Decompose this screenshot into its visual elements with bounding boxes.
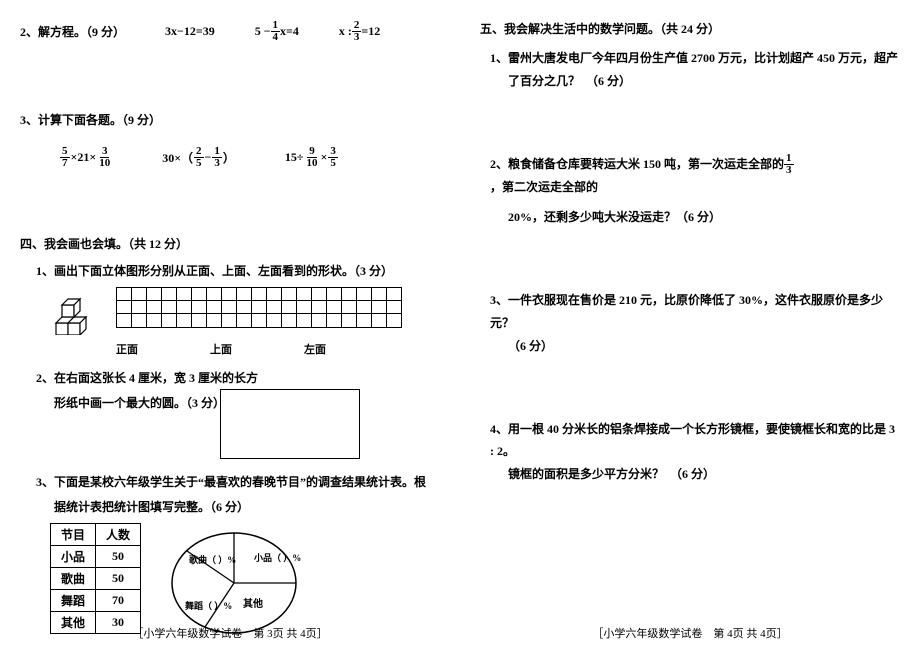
- answer-grid: [116, 287, 402, 328]
- frac: 13: [212, 146, 222, 169]
- label-top: 上面: [210, 341, 232, 357]
- frac-d: 10: [304, 158, 319, 169]
- sec4-s2a: 2、在右面这张长 4 厘米，宽 3 厘米的长方: [36, 369, 440, 386]
- td: 50: [96, 546, 141, 568]
- mid: −: [205, 150, 212, 165]
- frac-d: 4: [271, 32, 281, 43]
- label-front: 正面: [116, 341, 138, 357]
- page-left: 2、解方程。（9 分） 3x−12=39 5 − 14 x=4 x : 23 =…: [0, 0, 460, 651]
- grid-labels: 正面 上面 左面: [116, 341, 440, 357]
- th: 人数: [96, 524, 141, 546]
- q2-eq2-pre: 5 −: [255, 24, 271, 39]
- q2-eq2: 5 − 14 x=4: [255, 20, 299, 43]
- frac: 35: [328, 146, 338, 169]
- frac: 25: [194, 146, 204, 169]
- sec4-heading: 四、我会画也会填。（共 12 分）: [20, 235, 440, 252]
- frac-d: 5: [194, 158, 204, 169]
- table-row: 歌曲50: [51, 568, 141, 590]
- pie-qita-text: 其他: [243, 597, 263, 610]
- r-q3b: （6 分）: [508, 335, 900, 358]
- q2-eq3-frac: 23: [352, 20, 362, 43]
- table-row: 节目人数: [51, 524, 141, 546]
- r-q2-frac: 13: [784, 153, 794, 176]
- r-q4: 4、用一根 40 分米长的铝条焊接成一个长方形镜框，要使镜框长和宽的比是 3 :…: [490, 418, 900, 486]
- r-q1b: 了百分之几？ （6 分）: [508, 70, 900, 93]
- pre: 30×（: [162, 149, 193, 166]
- r-q4b: 镜框的面积是多少平方分米？ （6 分）: [508, 463, 900, 486]
- r-q3: 3、一件衣服现在售价是 210 元，比原价降低了 30%，这件衣服原价是多少元？…: [490, 289, 900, 357]
- q2-eq2-frac: 14: [271, 20, 281, 43]
- td: 小品: [51, 546, 96, 568]
- td: 歌曲: [51, 568, 96, 590]
- sec4-s3a: 3、下面是某校六年级学生关于“最喜欢的春晚节目”的调查结果统计表。根: [36, 473, 440, 490]
- pie-xiaopin-text: 小品（ ）%: [253, 552, 301, 563]
- data-table: 节目人数 小品50 歌曲50 舞蹈70 其他30: [50, 523, 141, 634]
- q3-e3: 15÷ 910 × 35: [285, 146, 338, 169]
- label-left: 左面: [304, 341, 326, 357]
- cubes-icon: [50, 287, 102, 335]
- q2-title: 2、解方程。（9 分）: [20, 23, 125, 40]
- pie-gequ-text: 歌曲（ ）%: [189, 554, 236, 565]
- q2-eq1: 3x−12=39: [165, 24, 215, 39]
- frac-d: 3: [212, 158, 222, 169]
- table-row: 小品50: [51, 546, 141, 568]
- frac-n: 1: [784, 153, 794, 165]
- frac-d: 5: [328, 158, 338, 169]
- sec4-s1: 1、画出下面立体图形分别从正面、上面、左面看到的形状。（3 分）: [36, 262, 440, 279]
- q3-title: 3、计算下面各题。（9 分）: [20, 111, 440, 128]
- sec4-s2b: 形纸中画一个最大的圆。（3 分）: [54, 394, 440, 411]
- frac-d: 3: [352, 32, 362, 43]
- q3-e1: 57 ×21× 310: [60, 146, 112, 169]
- post: ）: [223, 149, 235, 166]
- q2-eq3: x : 23 =12: [339, 20, 380, 43]
- q2-eq3-pre: x :: [339, 24, 352, 39]
- r-q4a: 4、用一根 40 分米长的铝条焊接成一个长方形镜框，要使镜框长和宽的比是 3 :…: [490, 418, 900, 464]
- pre: 15÷: [285, 150, 304, 165]
- r-q2a-pre: 2、粮食储备仓库要转运大米 150 吨，第一次运走全部的: [490, 153, 784, 176]
- frac: 57: [60, 146, 70, 169]
- footer-left: ［小学六年级数学试卷 第 3页 共 4页］: [0, 625, 460, 641]
- r-q1a: 1、雷州大唐发电厂今年四月份生产值 2700 万元，比计划超产 450 万元，超…: [490, 47, 900, 70]
- mid: ×: [320, 150, 327, 165]
- r-q2: 2、粮食储备仓库要转运大米 150 吨，第一次运走全部的 13 ，第二次运走全部…: [490, 153, 900, 230]
- td: 舞蹈: [51, 590, 96, 612]
- frac: 910: [304, 146, 319, 169]
- td: 50: [96, 568, 141, 590]
- q3-e2: 30×（ 25 − 13 ）: [162, 146, 235, 169]
- mid: ×21×: [71, 150, 97, 165]
- q2-eq2-post: x=4: [280, 24, 299, 39]
- th: 节目: [51, 524, 96, 546]
- q3-eqrow: 57 ×21× 310 30×（ 25 − 13 ） 15÷ 910 × 35: [60, 146, 440, 169]
- frac: 310: [97, 146, 112, 169]
- r-q2b: 20%，还剩多少吨大米没运走？（6 分）: [508, 206, 900, 229]
- pie-wudao-text: 舞蹈（ ）%: [185, 600, 232, 611]
- footer-right: ［小学六年级数学试卷 第 4页 共 4页］: [460, 625, 920, 641]
- frac-d: 7: [60, 158, 70, 169]
- td: 70: [96, 590, 141, 612]
- frac-d: 3: [784, 165, 794, 176]
- page-right: 五、我会解决生活中的数学问题。（共 24 分） 1、雷州大唐发电厂今年四月份生产…: [460, 0, 920, 651]
- cube-grid-row: [50, 287, 440, 335]
- sec4-s3b: 据统计表把统计图填写完整。（6 分）: [54, 498, 440, 515]
- sec5-heading: 五、我会解决生活中的数学问题。（共 24 分）: [480, 20, 900, 37]
- r-q3a: 3、一件衣服现在售价是 210 元，比原价降低了 30%，这件衣服原价是多少元？: [490, 289, 900, 335]
- q2-row: 2、解方程。（9 分） 3x−12=39 5 − 14 x=4 x : 23 =…: [20, 20, 440, 43]
- table-row: 舞蹈70: [51, 590, 141, 612]
- q2-eq3-post: =12: [361, 24, 380, 39]
- r-q1: 1、雷州大唐发电厂今年四月份生产值 2700 万元，比计划超产 450 万元，超…: [490, 47, 900, 93]
- r-q2a-post: ，第二次运走全部的: [490, 176, 598, 199]
- frac-d: 10: [97, 158, 112, 169]
